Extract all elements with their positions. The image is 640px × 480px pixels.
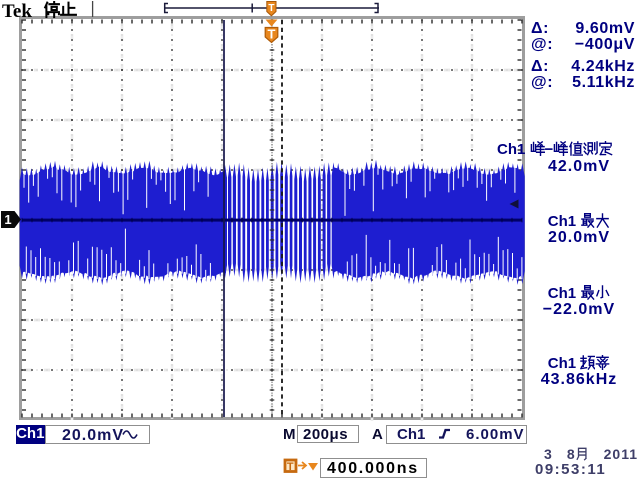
svg-text:1: 1 xyxy=(4,212,11,227)
svg-text:T: T xyxy=(287,461,294,473)
svg-text:T: T xyxy=(268,3,274,14)
svg-text:T: T xyxy=(268,27,276,42)
